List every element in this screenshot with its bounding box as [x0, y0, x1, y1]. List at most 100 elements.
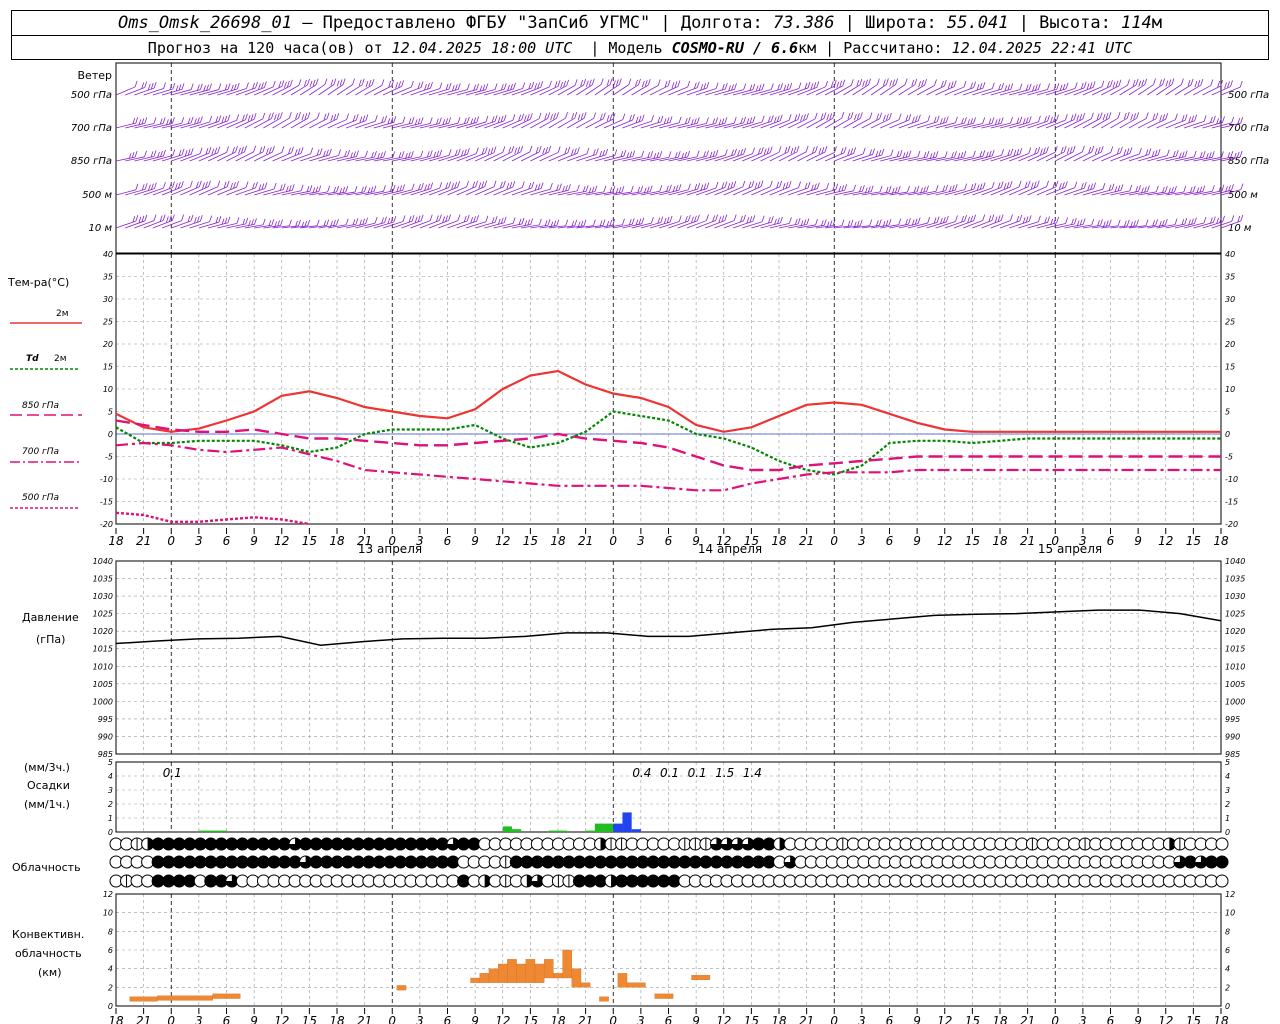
wind-barb: [171, 186, 191, 196]
wind-barb-flag: [473, 84, 476, 91]
wind-barb-flag: [1212, 115, 1216, 123]
wind-barb-flag: [259, 146, 263, 154]
temp-xtick-label: 9: [692, 534, 700, 548]
wind-barb-flag: [997, 118, 1001, 125]
wind-barb: [1165, 119, 1186, 129]
wind-barb-flag: [336, 80, 340, 87]
wind-barb-flag: [997, 182, 1001, 189]
wind-barb-flag: [1034, 147, 1038, 155]
wind-barb-flag: [1112, 81, 1116, 88]
wind-barb-flag: [1056, 216, 1060, 224]
wind-barb-flag: [448, 82, 452, 90]
wind-barb-flag: [826, 114, 830, 121]
conv-label-2: облачность: [15, 947, 82, 960]
wind-barb-flag: [721, 182, 725, 189]
wind-barb-flag: [1130, 114, 1134, 121]
temp-ytick-left: 40: [103, 250, 113, 259]
wind-barb-flag: [273, 114, 277, 121]
wind-barb: [143, 187, 164, 196]
wind-barb: [254, 188, 275, 196]
wind-barb: [990, 89, 1011, 96]
wind-barb-flag: [1194, 217, 1197, 224]
wind-barb-flag: [755, 85, 759, 92]
wind-barb-flag: [1108, 112, 1112, 119]
wind-barb-flag: [1058, 183, 1062, 190]
wind-barb: [1211, 122, 1232, 129]
wind-barb: [935, 122, 956, 129]
wind-barb: [567, 153, 588, 162]
wind-barb-flag: [1217, 80, 1221, 88]
wind-barb-flag: [1105, 113, 1109, 120]
wind-barb: [981, 88, 1002, 96]
wind-barb-flag: [262, 218, 266, 226]
wind-barb: [594, 84, 611, 96]
wind-barb-flag: [424, 83, 427, 91]
wind-barb-flag: [475, 180, 479, 187]
wind-barb: [668, 86, 688, 96]
precip-3h-value: 0.4: [632, 766, 651, 780]
wind-barb-flag: [847, 113, 851, 120]
wind-barb-flag: [687, 117, 691, 124]
wind-barb-flag: [494, 83, 498, 90]
wind-barb: [659, 86, 679, 96]
wind-barb-flag: [644, 79, 648, 87]
wind-barb: [419, 187, 440, 196]
wind-barb: [438, 220, 459, 229]
conv-xtick-label: 0: [830, 1014, 838, 1024]
wind-barb: [714, 154, 735, 162]
wind-barb-flag: [1001, 82, 1004, 90]
temp-xtick-label: 0: [830, 534, 838, 548]
wind-barb-flag: [786, 83, 790, 91]
wind-barb: [336, 84, 353, 96]
wind-barb: [769, 151, 789, 162]
wind-barb-flag: [153, 117, 157, 124]
wind-barb-flag: [336, 219, 339, 226]
wind-barb-flag: [1221, 151, 1224, 158]
wind-barb-flag: [574, 219, 578, 226]
wind-barb-flag: [1044, 116, 1047, 123]
temp-ytick-right: 30: [1225, 295, 1235, 304]
wind-barb-flag: [1239, 150, 1243, 158]
temp-ytick-left: 25: [103, 318, 113, 327]
wind-barb: [1009, 153, 1029, 162]
wind-barb-flag: [657, 79, 661, 86]
conv-ytick-left: 12: [103, 890, 113, 899]
wind-barb: [843, 117, 861, 129]
wind-barb-flag: [285, 186, 289, 193]
wind-barb: [1027, 120, 1048, 129]
temp-ytick-left: 30: [103, 295, 113, 304]
precip-bar: [198, 830, 209, 832]
pressure-ytick-right: 1035: [1225, 575, 1245, 584]
conv-xtick-label: 18: [329, 1014, 345, 1024]
conv-bar: [516, 963, 526, 983]
wind-barb-flag: [1181, 219, 1185, 226]
wind-barb-flag: [218, 216, 222, 223]
wind-barb: [1027, 152, 1047, 162]
wind-barb-flag: [326, 112, 330, 119]
wind-barb-flag: [850, 148, 854, 155]
wind-barb-flag: [1062, 83, 1066, 90]
wind-barb-flag: [562, 186, 565, 193]
precip-ytick-right: 1: [1225, 814, 1230, 823]
series-t500: [115, 511, 310, 526]
wind-barb: [1184, 222, 1205, 229]
wind-barb-flag: [374, 217, 378, 224]
wind-barb-flag: [814, 112, 818, 119]
wind-barb-flag: [550, 114, 553, 121]
conv-xtick-label: 9: [1134, 1014, 1142, 1024]
wind-barb: [299, 118, 318, 129]
wind-barb-flag: [1037, 146, 1041, 154]
latitude-label: | Широта:: [834, 13, 948, 33]
wind-barb-flag: [328, 148, 332, 156]
wind-barb: [990, 220, 1011, 229]
wind-barb: [1064, 187, 1085, 196]
wind-barb: [677, 220, 698, 229]
wind-barb: [1193, 222, 1214, 229]
wind-barb-flag: [1237, 118, 1241, 125]
wind-barb-flag: [1127, 79, 1130, 86]
wind-barb: [778, 119, 799, 129]
wind-barb: [1091, 85, 1111, 96]
wind-barb: [364, 121, 385, 129]
precip-ytick-left: 4: [108, 772, 113, 781]
wind-barb-flag: [1135, 78, 1139, 86]
